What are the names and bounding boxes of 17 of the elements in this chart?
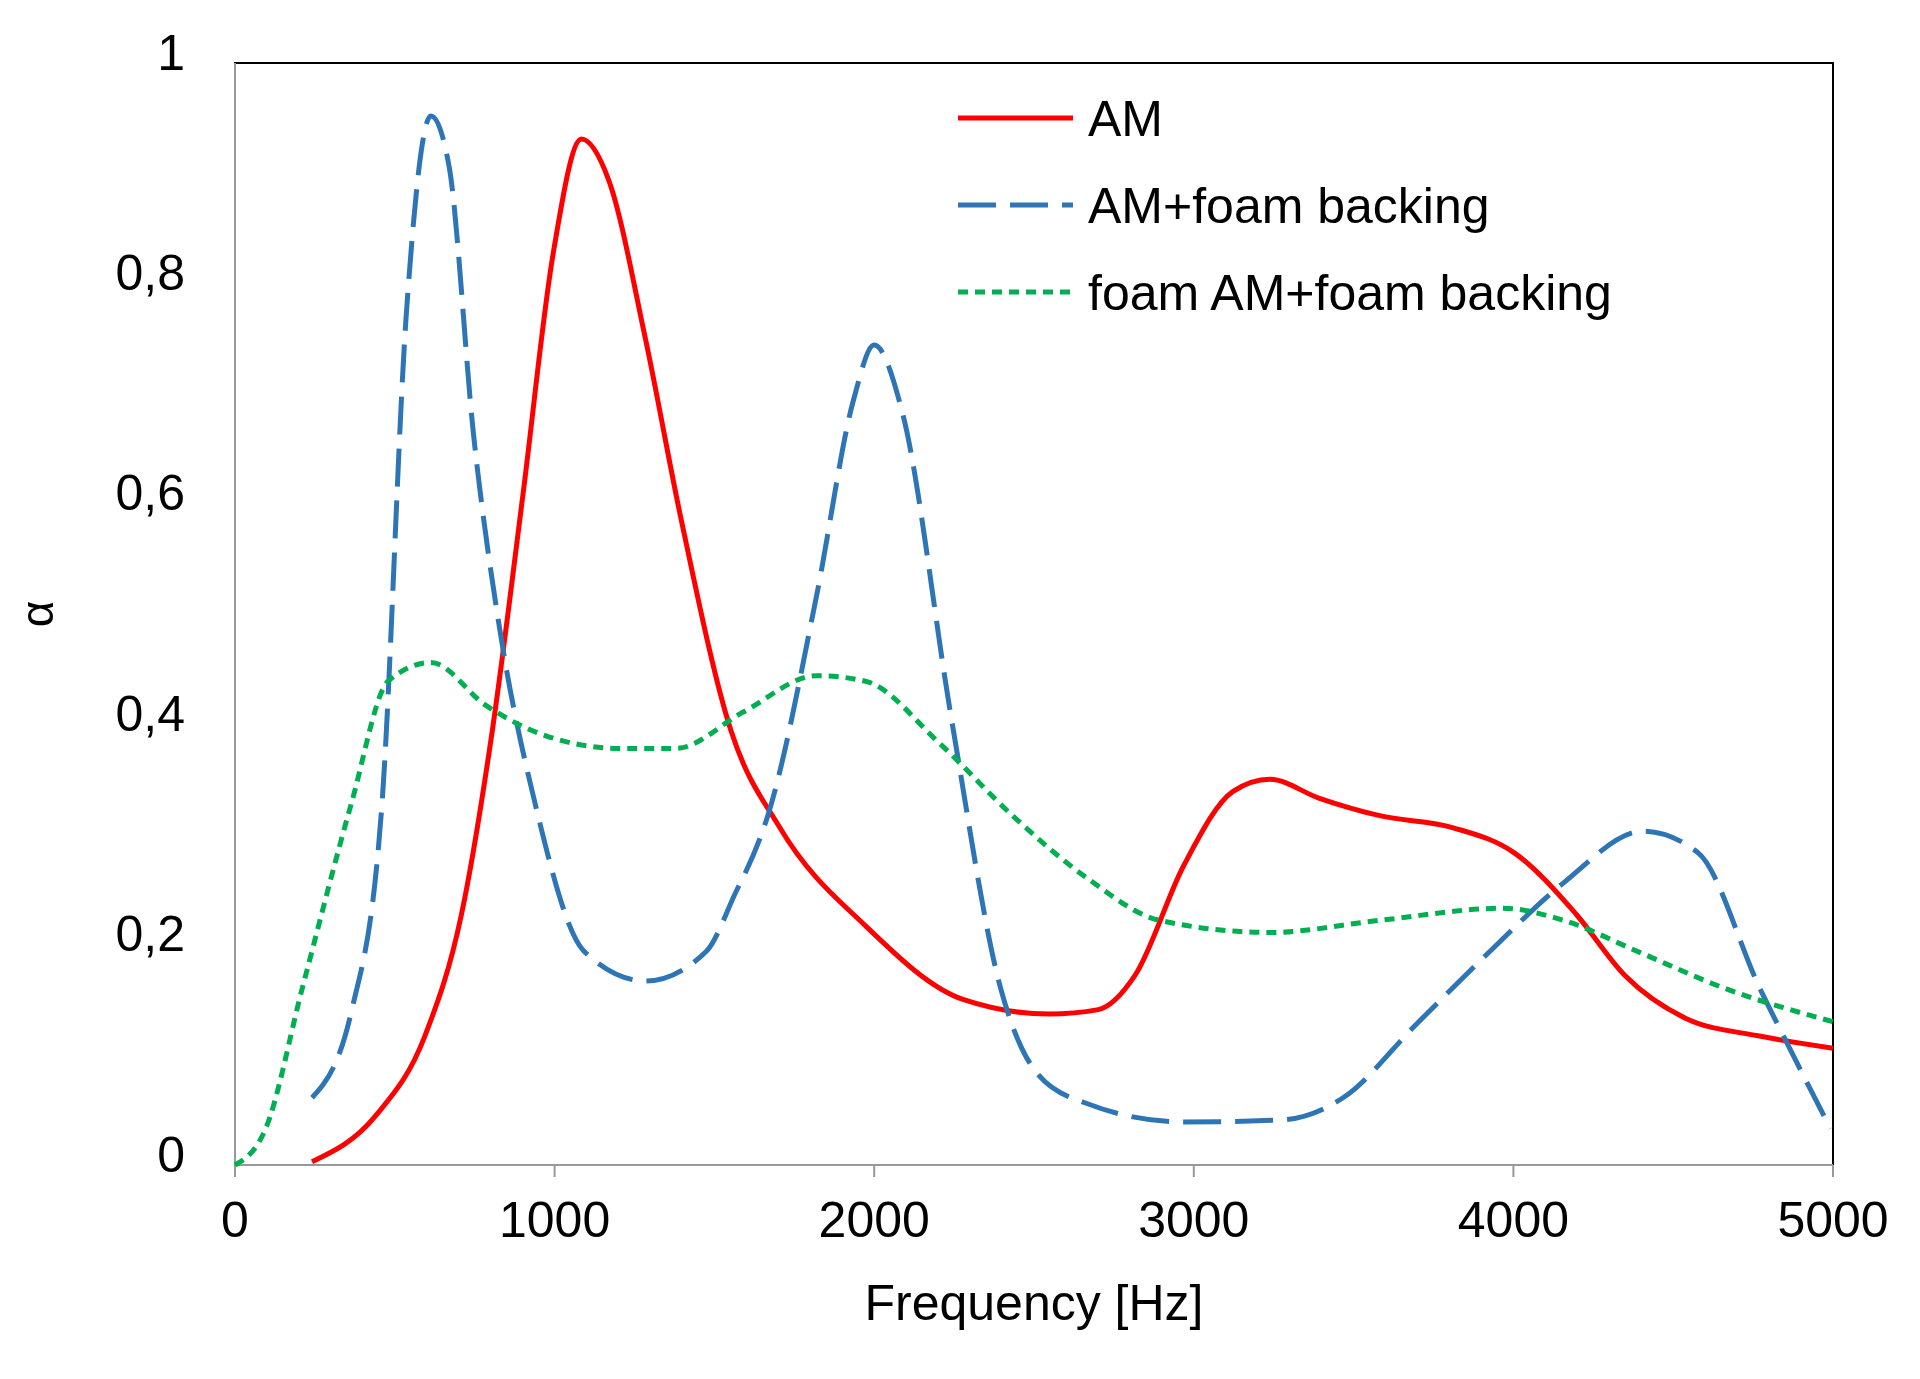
y-tick-label: 0,6: [115, 465, 185, 522]
y-tick-label: 0,4: [115, 685, 185, 742]
legend-label: AM: [1088, 91, 1163, 147]
x-axis-title: Frequency [Hz]: [864, 1275, 1204, 1331]
x-tick-label: 0: [221, 1192, 249, 1248]
y-axis-title: α: [11, 600, 63, 628]
y-tick-label: 0,8: [115, 244, 185, 301]
legend-label: foam AM+foam backing: [1088, 265, 1612, 321]
x-tick-label: 5000: [1777, 1192, 1889, 1248]
y-tick-label: 1: [157, 24, 185, 81]
legend-label: AM+foam backing: [1088, 178, 1490, 234]
x-tick-label: 2000: [818, 1192, 930, 1248]
x-tick-label: 1000: [498, 1192, 611, 1248]
x-tick-label: 3000: [1138, 1192, 1250, 1248]
y-tick-label: 0: [157, 1126, 185, 1183]
x-tick-label: 4000: [1457, 1192, 1570, 1248]
y-tick-label: 0,2: [115, 906, 185, 963]
